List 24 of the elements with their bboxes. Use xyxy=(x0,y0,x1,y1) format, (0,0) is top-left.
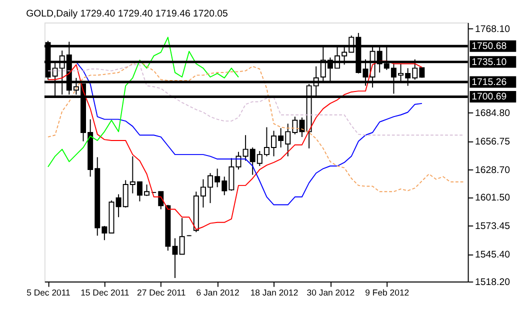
line-series xyxy=(48,36,239,168)
x-tick-label: 6 Jan 2012 xyxy=(196,288,240,298)
ref-line-label: 1715.26 xyxy=(472,76,507,88)
y-tick-label: 1573.45 xyxy=(475,220,510,232)
y-tick-label: 1684.80 xyxy=(475,108,510,120)
x-tick-label: 15 Dec 2011 xyxy=(80,288,130,298)
y-tick-label: 1768.10 xyxy=(475,24,510,35)
x-tick-label: 30 Jan 2012 xyxy=(306,288,355,298)
ref-line-label: 1750.68 xyxy=(472,41,507,52)
y-tick-label: 1656.75 xyxy=(475,136,510,148)
ref-line-label: 1735.10 xyxy=(472,56,507,68)
x-tick-label: 18 Jan 2012 xyxy=(250,288,298,298)
y-tick-label: 1518.20 xyxy=(475,276,510,288)
candlestick xyxy=(179,218,185,255)
y-tick-label: 1601.50 xyxy=(475,192,510,204)
ref-line-label: 1700.69 xyxy=(472,92,507,103)
x-tick-label: 5 Dec 2011 xyxy=(26,288,71,298)
x-tick-label: 9 Feb 2012 xyxy=(365,288,410,298)
chart-title: GOLD,Daily 1729.40 1729.40 1719.46 1720.05 xyxy=(26,8,228,20)
line-series xyxy=(48,60,465,192)
x-tick-label: 27 Dec 2011 xyxy=(137,288,186,298)
y-tick-label: 1545.40 xyxy=(475,249,510,260)
line-series xyxy=(76,62,422,206)
y-tick-label: 1628.70 xyxy=(475,165,510,176)
